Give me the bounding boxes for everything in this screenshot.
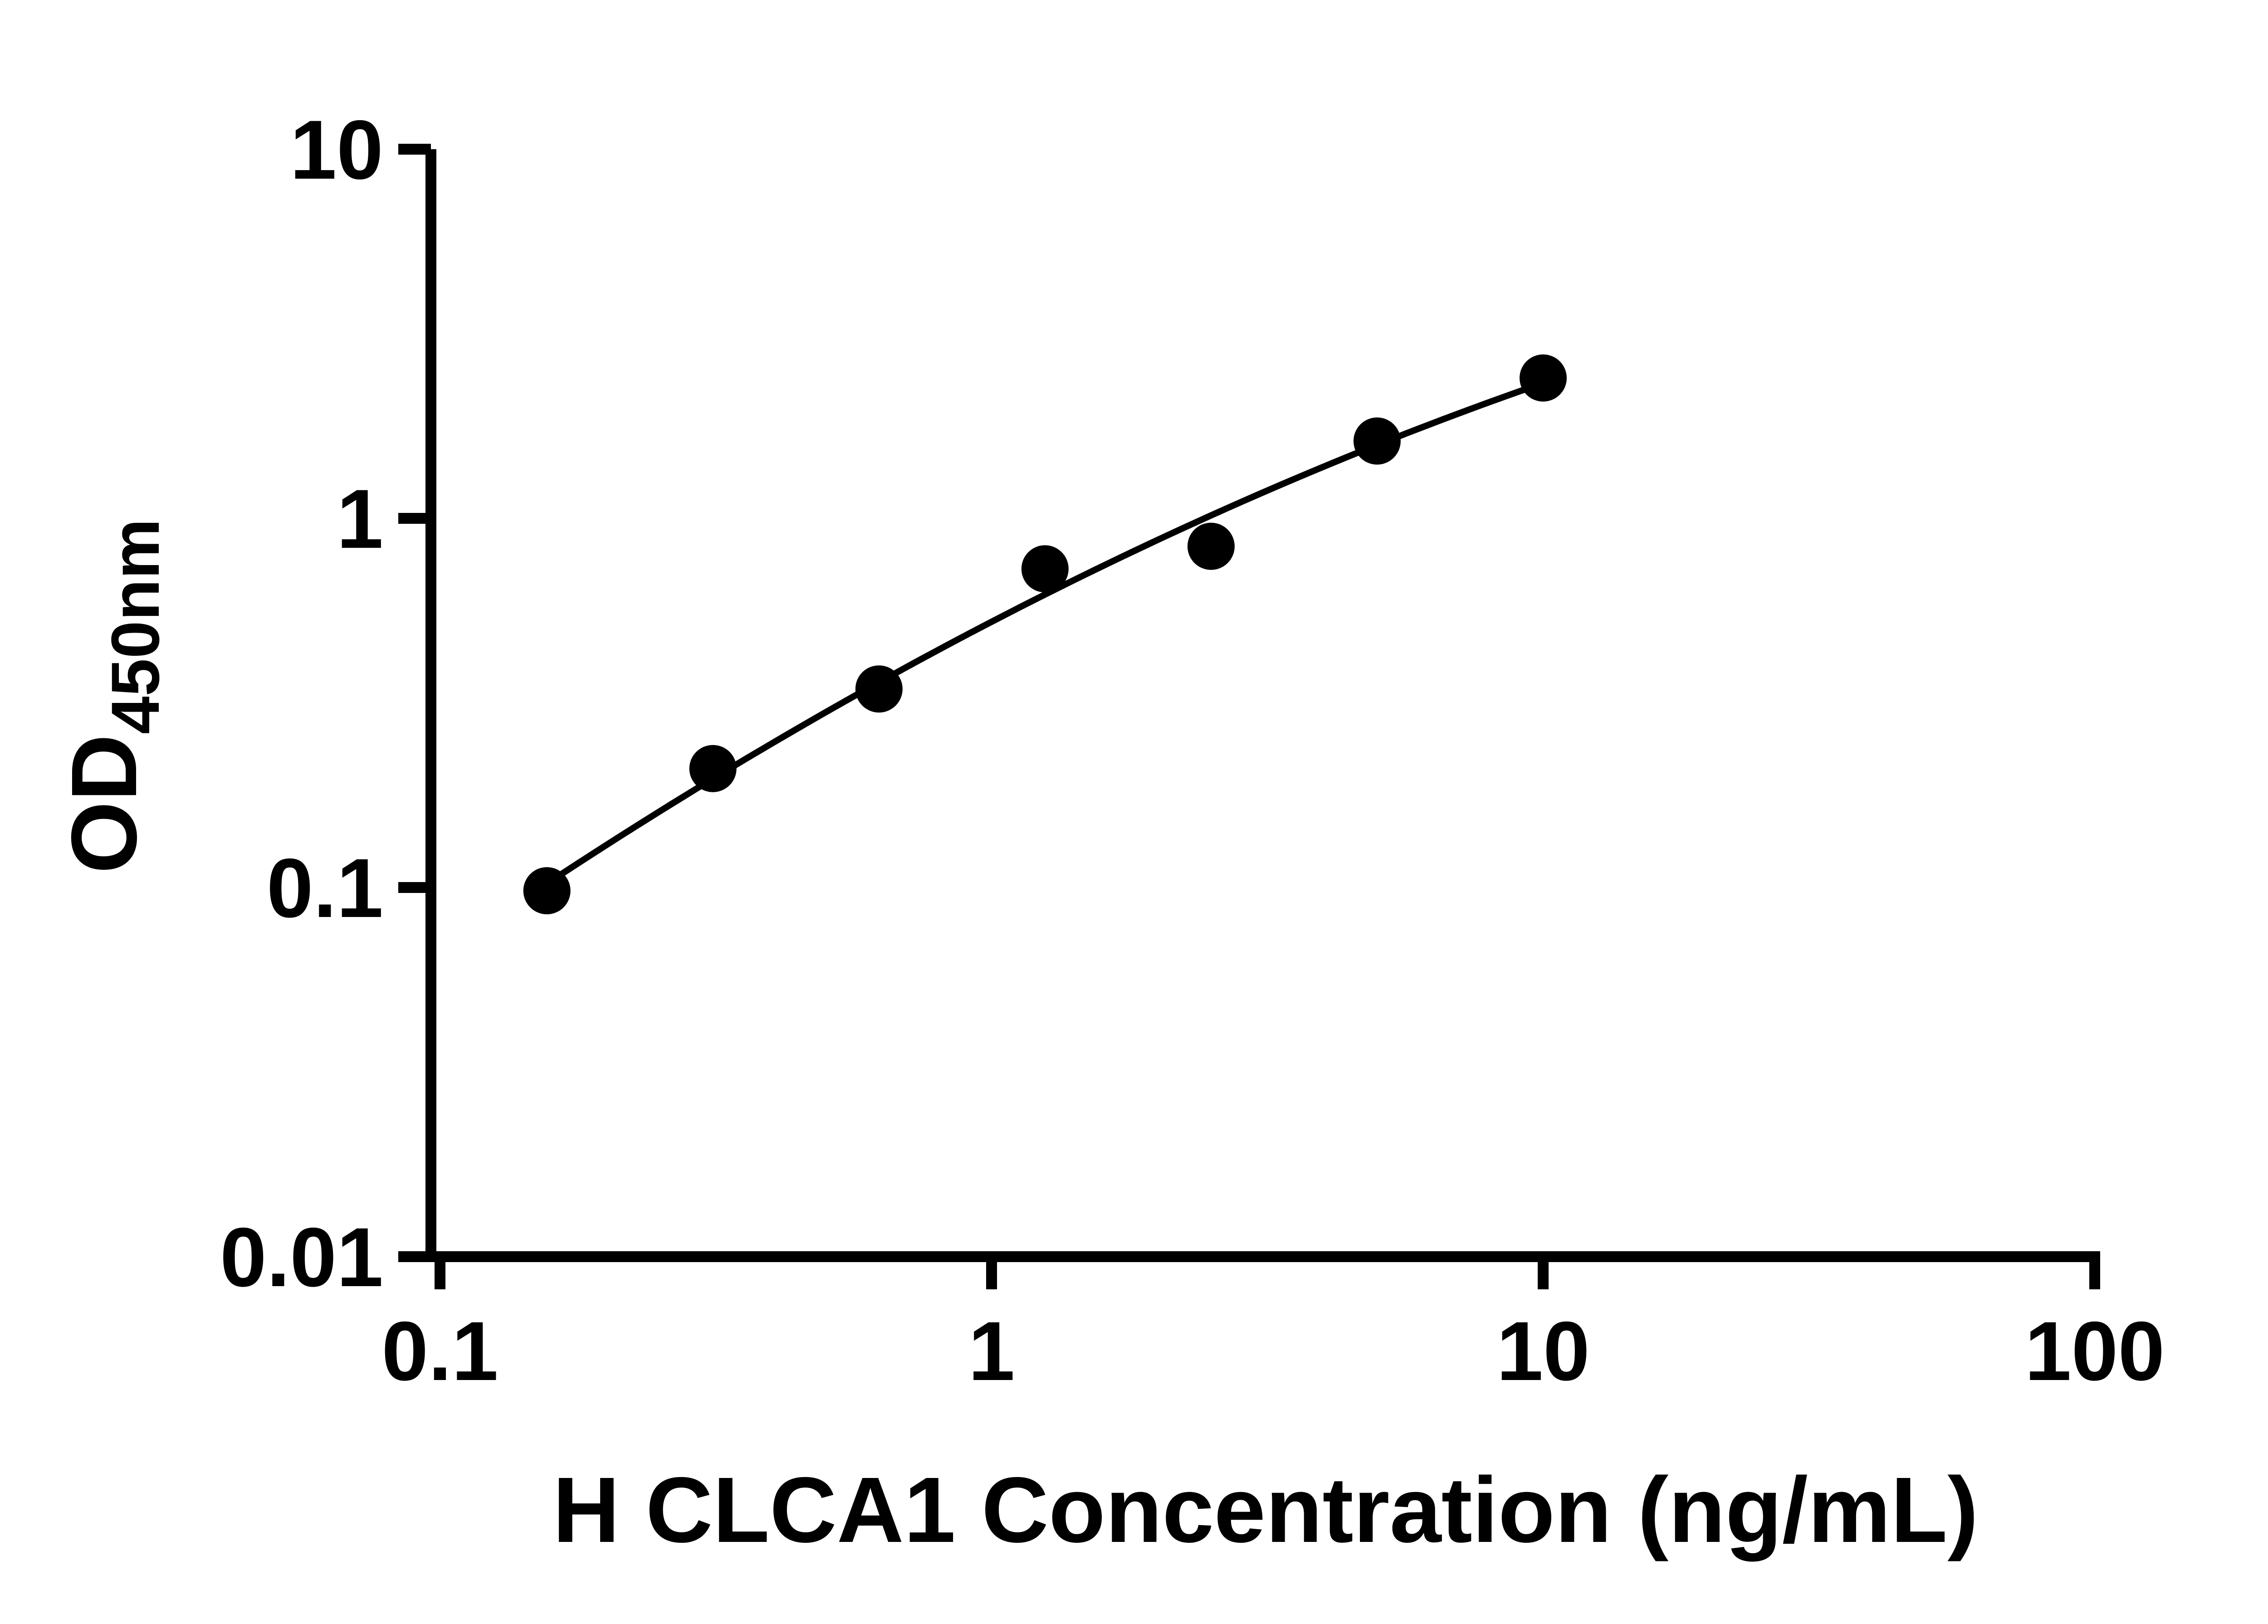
- tick-marks-group: [398, 144, 2100, 1289]
- x-tick-label-100: 100: [2025, 1305, 2165, 1398]
- y-tick-label-10: 10: [290, 103, 383, 197]
- data-point: [1353, 417, 1401, 465]
- data-point: [1187, 522, 1235, 570]
- data-points-group: [523, 354, 1567, 915]
- y-tick-label-0.1: 0.1: [267, 842, 383, 935]
- axes-group: [425, 149, 2100, 1262]
- y-tick-label-1: 1: [337, 473, 383, 566]
- axis-lines: [425, 149, 2100, 1262]
- data-point: [1520, 354, 1567, 402]
- data-point: [523, 867, 571, 915]
- data-point: [689, 745, 737, 792]
- x-tick-label-10: 10: [1496, 1305, 1590, 1398]
- fit-curve: [543, 380, 1546, 887]
- y-axis-title: OD450nm: [52, 519, 173, 874]
- x-axis-title: H CLCA1 Concentration (ng/mL): [552, 1458, 1978, 1562]
- x-tick-label-0.1: 0.1: [381, 1305, 498, 1398]
- y-axis-title-text: OD450nm: [52, 519, 173, 874]
- x-tick-label-1: 1: [968, 1305, 1015, 1398]
- x-tick-labels: 0.1 1 10 100: [381, 1305, 2165, 1398]
- data-point: [855, 665, 903, 713]
- y-tick-label-0.01: 0.01: [220, 1211, 383, 1304]
- y-tick-labels: 10 1 0.1 0.01: [220, 103, 383, 1304]
- fit-curve-group: [543, 380, 1546, 887]
- data-point: [1021, 545, 1069, 593]
